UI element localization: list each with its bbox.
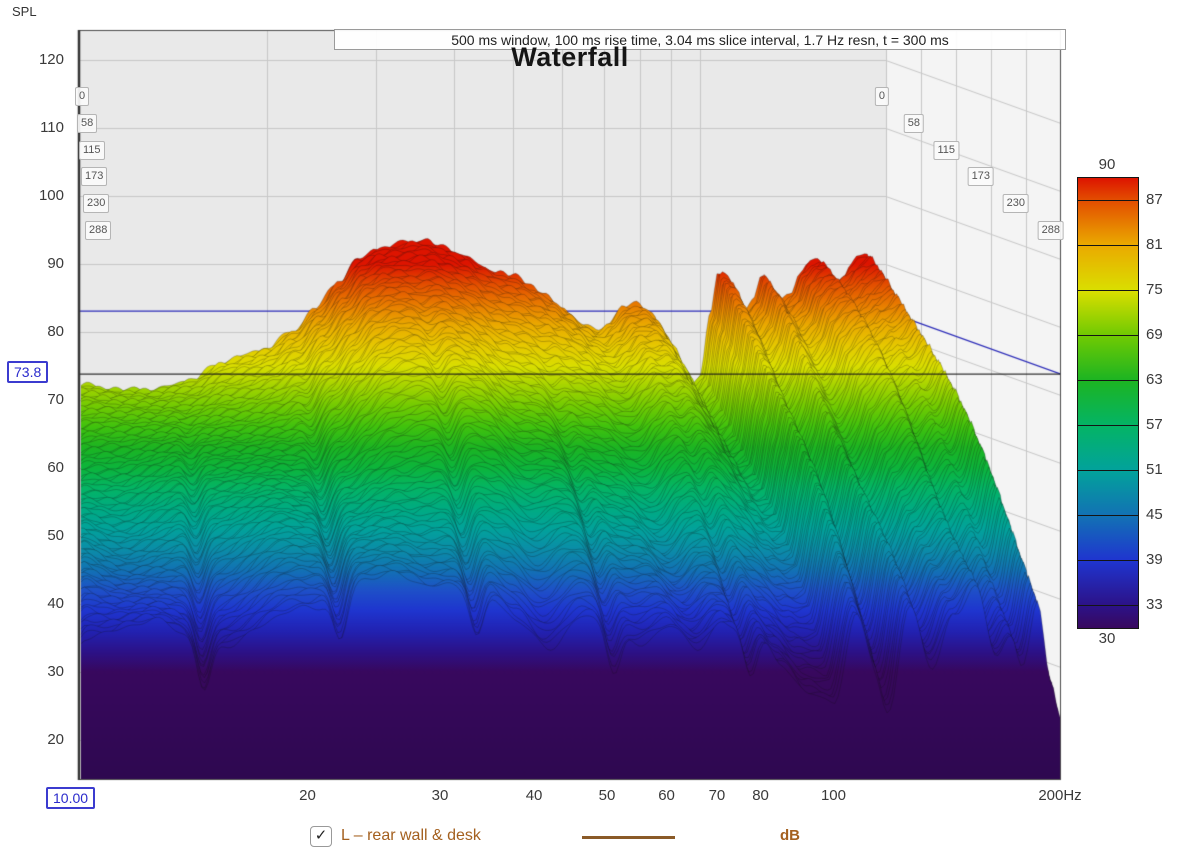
colorbar-segment [1078,380,1138,426]
colorbar-segment [1078,245,1138,291]
x-tick-label: 40 [525,787,543,804]
colorbar-segment [1078,335,1138,381]
y-tick-label: 110 [40,119,64,136]
colorbar-segment [1078,605,1138,628]
time-slice-label-left: 288 [85,221,112,240]
y-tick-label: 50 [47,527,64,544]
freq-axis-start-field[interactable]: 10.00 [46,787,96,809]
colorbar-tick-label: 75 [1146,280,1163,298]
time-slice-label-left: 58 [77,113,98,133]
colorbar-segment [1078,290,1138,336]
legend-line-swatch [582,836,675,839]
y-tick-label: 40 [47,595,64,612]
x-tick-label: 20 [299,787,316,804]
colorbar-tick-label: 33 [1146,595,1163,613]
x-tick-label: 100 [820,787,846,804]
measurement-info-bar: 500 ms window, 100 ms rise time, 3.04 ms… [334,29,1066,50]
colorbar-tick-label: 51 [1146,460,1163,478]
spl-axis-title: SPL [12,4,37,19]
y-tick-label: 90 [47,255,64,272]
time-slice-label-right: 230 [1002,194,1029,214]
y-tick-label: 20 [47,731,64,748]
colorbar-tick-label: 69 [1146,325,1163,343]
time-slice-label-right: 173 [967,167,994,187]
time-slice-label-right: 58 [903,113,924,133]
colorbar-tick-label: 45 [1146,505,1163,523]
y-tick-label: 80 [47,323,64,340]
x-tick-label: 200Hz [1038,787,1082,804]
x-tick-label: 50 [598,787,616,804]
time-slice-label-left: 173 [81,167,108,187]
legend-checkbox[interactable]: ✓ [310,826,332,847]
colorbar-segment [1078,425,1138,471]
y-tick-label: 30 [47,663,64,680]
y-tick-label: 100 [38,187,64,204]
colorbar-tick-label: 57 [1146,415,1163,433]
legend-unit-label: dB [780,827,800,844]
colorbar-min-label: 30 [1098,630,1116,647]
x-tick-label: 30 [431,787,449,804]
time-slice-label-right: 115 [933,140,959,160]
x-tick-label: 60 [658,787,675,804]
time-slice-label-left: 0 [75,87,90,106]
spl-cursor-readout: 73.8 [7,361,49,383]
y-tick-label: 60 [47,459,64,476]
colorbar-tick-label: 63 [1146,370,1163,388]
time-slice-label-right: 0 [874,87,889,106]
time-slice-label-left: 230 [83,194,110,214]
colorbar-segment [1078,470,1138,516]
colorbar [1077,177,1139,629]
colorbar-tick-label: 39 [1146,550,1163,568]
colorbar-segment [1078,200,1138,246]
legend-series-label: L – rear wall & desk [341,827,481,844]
x-tick-label: 70 [708,787,726,804]
x-tick-label: 80 [752,787,769,804]
colorbar-tick-label: 81 [1146,235,1163,253]
time-slice-label-left: 115 [79,140,105,160]
colorbar-max-label: 90 [1098,156,1116,173]
y-tick-label: 120 [38,51,64,68]
colorbar-segment [1078,560,1138,606]
colorbar-segment [1078,515,1138,561]
colorbar-tick-label: 87 [1146,190,1163,208]
chart-title: Waterfall [511,42,629,72]
colorbar-segment [1078,178,1138,201]
time-slice-label-right: 288 [1037,221,1064,240]
y-tick-label: 70 [47,391,64,408]
